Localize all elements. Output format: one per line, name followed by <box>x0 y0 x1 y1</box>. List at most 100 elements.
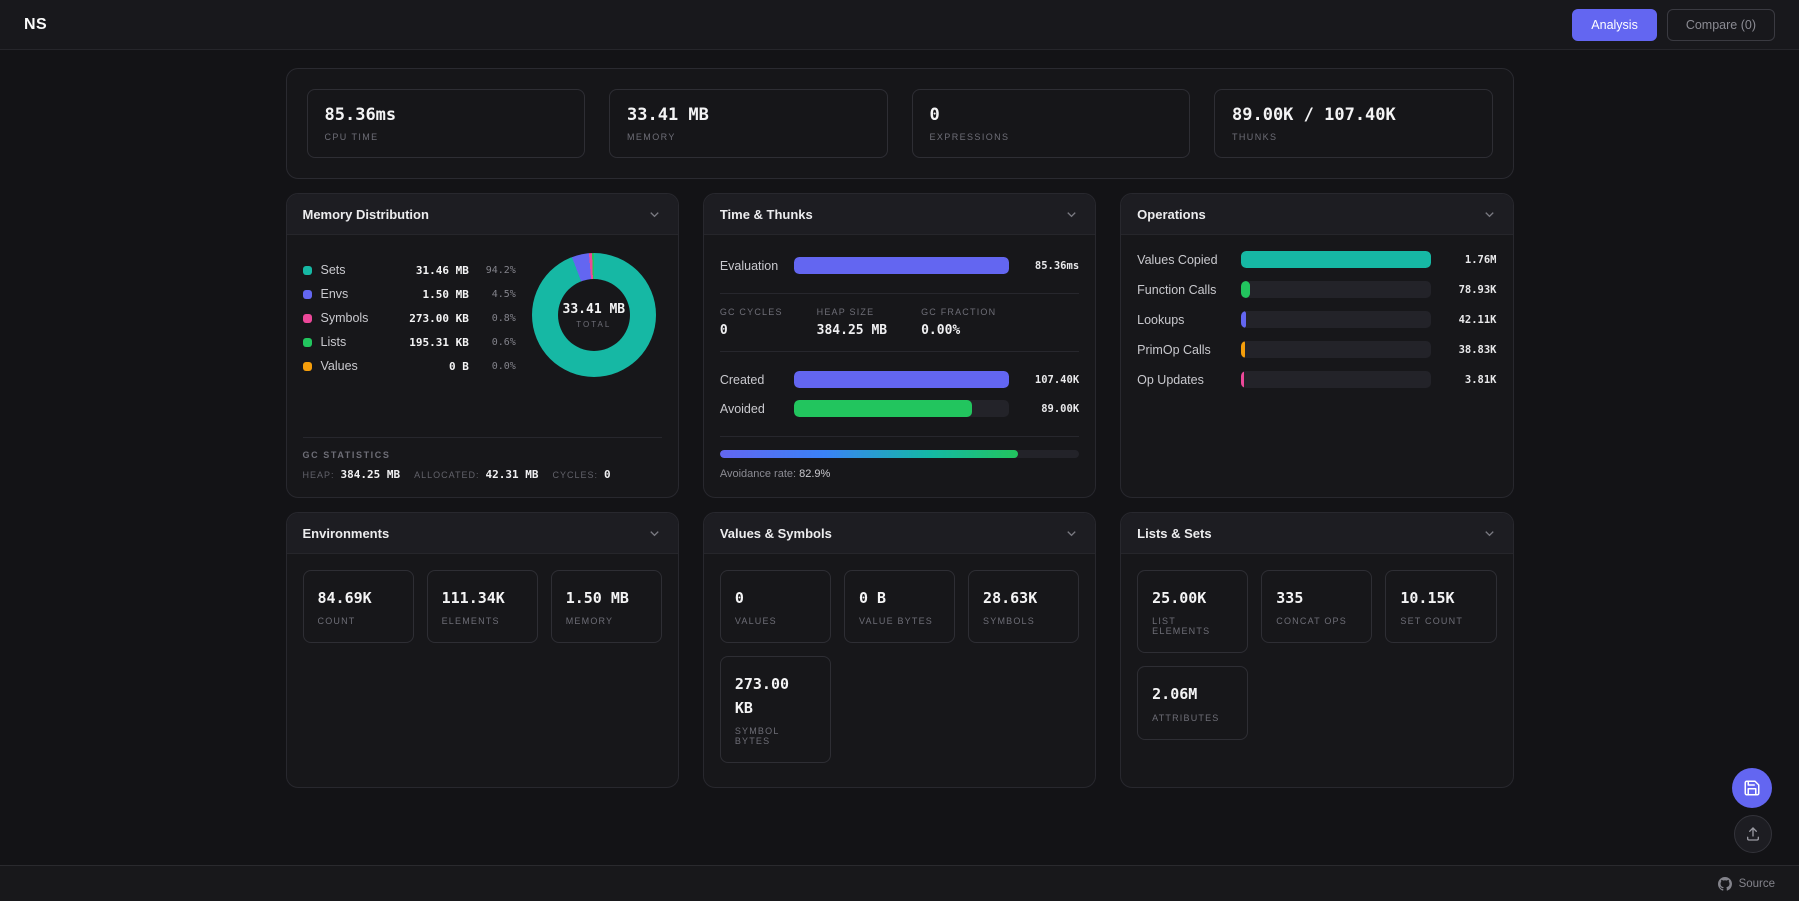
values-symbols-title: Values & Symbols <box>719 525 832 541</box>
env-elements-value: 111.34K <box>441 589 505 607</box>
memory-legend: Sets 31.46 MB 94.2% Envs 1.50 MB 4.5% <box>302 251 516 377</box>
attributes-label: ATTRIBUTES <box>1152 712 1220 723</box>
value-bytes-value: 0 B <box>858 589 887 607</box>
op-updates-label: Op Updates <box>1137 372 1204 387</box>
avoided-bar-fill <box>793 400 973 417</box>
avoided-bar-row: Avoided 89.00K <box>720 400 1079 417</box>
lookups-row: Lookups 42.11K <box>1137 311 1497 328</box>
values-count-card: 0 VALUES <box>719 570 831 644</box>
gc-statistics-section: GC STATISTICS HEAP: 384.25 MB ALLOCATED:… <box>302 437 662 481</box>
save-button[interactable] <box>1732 768 1772 808</box>
evaluation-bar-row: Evaluation 85.36ms <box>720 257 1079 274</box>
memory-distribution-header[interactable]: Memory Distribution <box>286 194 678 235</box>
evaluation-bar-fill <box>793 257 1010 274</box>
values-copied-row: Values Copied 1.76M <box>1137 251 1497 268</box>
function-calls-track <box>1241 281 1431 298</box>
time-thunks-header[interactable]: Time & Thunks <box>703 194 1096 235</box>
lists-sets-header[interactable]: Lists & Sets <box>1121 513 1513 554</box>
gc-fraction-col-label: GC FRACTION <box>921 307 997 317</box>
env-memory-card: 1.50 MB MEMORY <box>550 570 662 644</box>
chevron-down-icon[interactable] <box>1064 207 1079 222</box>
heap-size-col-label: HEAP SIZE <box>816 307 875 317</box>
env-elements-label: ELEMENTS <box>441 616 500 627</box>
thunks-label: THUNKS <box>1232 132 1278 142</box>
stat-card-cpu-time: 85.36ms CPU TIME <box>306 89 585 158</box>
gc-fraction-col: GC FRACTION 0.00% <box>921 307 996 338</box>
legend-label: Lists <box>320 335 347 349</box>
function-calls-row: Function Calls 78.93K <box>1137 281 1497 298</box>
lists-sets-panel: Lists & Sets 25.00K LIST ELEMENTS 335 CO… <box>1120 512 1514 788</box>
created-bar-track <box>793 371 1010 388</box>
operations-title: Operations <box>1137 206 1206 222</box>
legend-value: 1.50 MB <box>422 287 469 301</box>
stat-card-thunks: 89.00K / 107.40K THUNKS <box>1214 89 1493 158</box>
app-logo: NS <box>24 15 48 33</box>
topbar-actions: Analysis Compare (0) <box>1572 8 1775 41</box>
avoided-value: 89.00K <box>1041 402 1080 415</box>
values-symbols-header[interactable]: Values & Symbols <box>703 513 1096 554</box>
operations-header[interactable]: Operations <box>1121 194 1513 235</box>
legend-pct: 94.2% <box>485 264 516 276</box>
legend-row-envs: Envs 1.50 MB 4.5% <box>302 287 516 301</box>
lookups-value: 42.11K <box>1458 313 1497 326</box>
gc-cycles-col-value: 0 <box>719 323 728 338</box>
chevron-down-icon[interactable] <box>647 207 662 222</box>
chevron-down-icon[interactable] <box>1482 207 1497 222</box>
legend-pct: 0.8% <box>491 312 516 324</box>
gc-allocated-label: ALLOCATED: <box>414 470 480 480</box>
values-copied-label: Values Copied <box>1137 252 1218 267</box>
avoidance-rate-fill <box>719 450 1018 458</box>
environments-panel: Environments 84.69K COUNT 111.34K ELEMEN… <box>285 512 679 788</box>
avoided-bar-track <box>793 400 1010 417</box>
lookups-fill <box>1241 311 1246 328</box>
chevron-down-icon[interactable] <box>647 526 662 541</box>
created-label: Created <box>719 372 765 387</box>
env-count-card: 84.69K COUNT <box>302 570 414 644</box>
summary-stats-container: 85.36ms CPU TIME 33.41 MB MEMORY 0 EXPRE… <box>285 68 1514 179</box>
function-calls-value: 78.93K <box>1458 283 1497 296</box>
symbols-count-value: 28.63K <box>983 589 1038 607</box>
legend-label: Symbols <box>320 311 369 325</box>
legend-pct: 4.5% <box>491 288 516 300</box>
legend-label: Envs <box>320 287 349 301</box>
gc-heap-value: 384.25 MB <box>340 468 401 481</box>
compare-button[interactable]: Compare (0) <box>1666 8 1775 41</box>
donut-center: 33.41 MB TOTAL <box>557 279 630 351</box>
heap-size-col: HEAP SIZE 384.25 MB <box>817 307 887 338</box>
primop-calls-track <box>1241 341 1431 358</box>
symbols-color-dot <box>302 313 312 323</box>
gc-allocated-value: 42.31 MB <box>485 468 539 481</box>
memory-value: 33.41 MB <box>627 105 709 125</box>
export-button[interactable] <box>1734 815 1772 853</box>
env-count-value: 84.69K <box>317 589 372 607</box>
gc-cycles-label: CYCLES: <box>552 470 598 480</box>
set-count-label: SET COUNT <box>1400 616 1464 627</box>
evaluation-bar-track <box>793 257 1010 274</box>
stat-card-memory: 33.41 MB MEMORY <box>609 89 888 158</box>
lists-color-dot <box>302 337 312 347</box>
operations-panel: Operations Values Copied 1.76M Function … <box>1120 193 1514 498</box>
legend-row-lists: Lists 195.31 KB 0.6% <box>302 335 516 349</box>
chevron-down-icon[interactable] <box>1064 526 1079 541</box>
gc-cycles-stat: CYCLES: 0 <box>552 468 610 481</box>
gc-heap-label: HEAP: <box>302 470 335 480</box>
source-link[interactable]: Source <box>1717 876 1775 891</box>
symbol-bytes-card: 273.00 KB SYMBOL BYTES <box>719 656 831 763</box>
avoidance-rate-text: Avoidance rate: 82.9% <box>720 468 1079 480</box>
lookups-label: Lookups <box>1137 312 1185 327</box>
created-bar-row: Created 107.40K <box>720 371 1079 388</box>
chevron-down-icon[interactable] <box>1482 526 1497 541</box>
symbol-bytes-label: SYMBOL BYTES <box>734 725 780 746</box>
value-bytes-label: VALUE BYTES <box>858 616 933 627</box>
op-updates-track <box>1241 371 1431 388</box>
analysis-button[interactable]: Analysis <box>1572 8 1657 41</box>
gc-cycles-col-label: GC CYCLES <box>719 307 783 317</box>
gc-cycles-value: 0 <box>603 468 611 481</box>
lists-sets-title: Lists & Sets <box>1137 525 1212 541</box>
op-updates-row: Op Updates 3.81K <box>1137 371 1497 388</box>
expressions-value: 0 <box>929 105 940 125</box>
function-calls-label: Function Calls <box>1137 282 1217 297</box>
environments-header[interactable]: Environments <box>286 513 678 554</box>
gc-columns: GC CYCLES 0 HEAP SIZE 384.25 MB GC FRACT… <box>720 307 1079 338</box>
env-elements-card: 111.34K ELEMENTS <box>426 570 538 644</box>
